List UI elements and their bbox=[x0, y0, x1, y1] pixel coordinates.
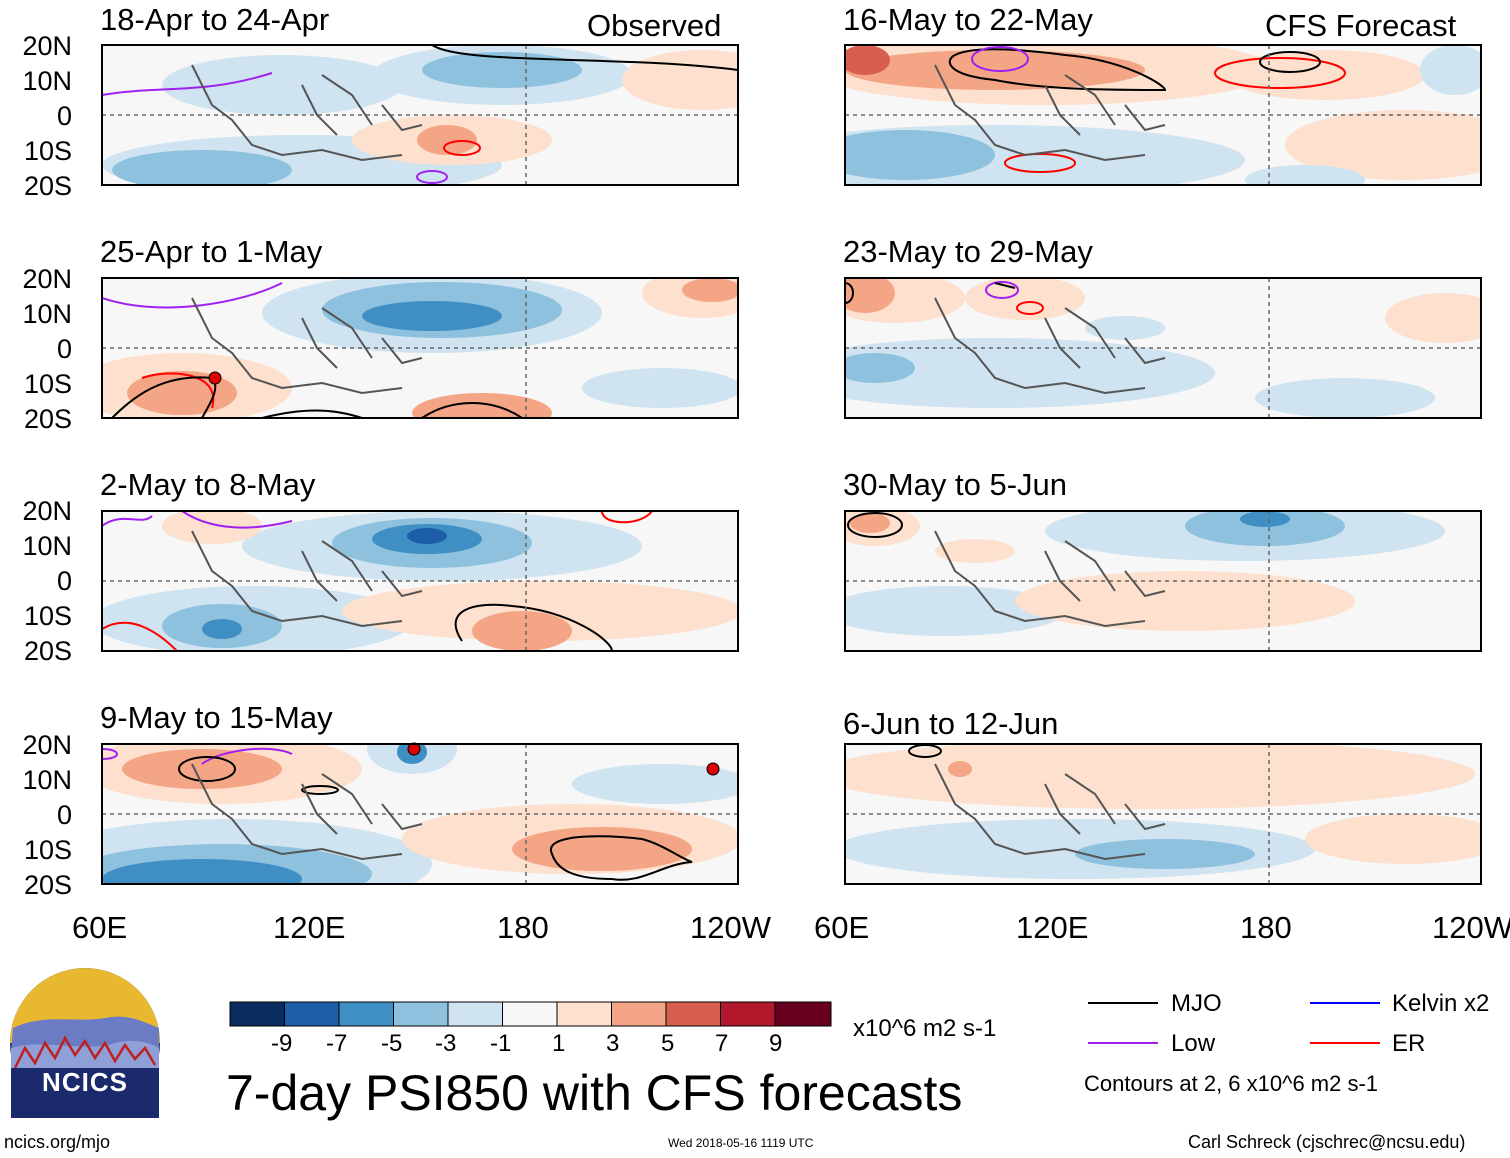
colorbar-swatch bbox=[774, 1001, 832, 1027]
panel-title-6: 23-May to 29-May bbox=[843, 234, 1093, 269]
lon-label: 120W bbox=[1432, 910, 1510, 945]
lon-label: 180 bbox=[1240, 910, 1292, 945]
cfs-forecast-label: CFS Forecast bbox=[1265, 8, 1457, 43]
lat-label: 10N bbox=[22, 299, 72, 329]
lon-label: 180 bbox=[497, 910, 549, 945]
contour-note: Contours at 2, 6 x10^6 m2 s-1 bbox=[1084, 1071, 1379, 1096]
lat-label: 10N bbox=[22, 66, 72, 96]
colorbar-tick: -9 bbox=[271, 1030, 293, 1057]
colorbar-swatch bbox=[502, 1001, 558, 1027]
lat-label: 0 bbox=[56, 800, 72, 830]
lat-label: 20N bbox=[22, 730, 72, 760]
colorbar-units: x10^6 m2 s-1 bbox=[853, 1015, 997, 1042]
map-panel-2 bbox=[101, 277, 739, 419]
lat-label: 20N bbox=[22, 496, 72, 526]
lon-label: 120E bbox=[1016, 910, 1089, 945]
map-panel-3 bbox=[101, 510, 739, 652]
panel-title-5: 16-May to 22-May bbox=[843, 2, 1093, 37]
footer-credit: Carl Schreck (cjschrec@ncsu.edu) bbox=[1188, 1132, 1466, 1152]
lat-label: 10N bbox=[22, 531, 72, 561]
colorbar-swatch bbox=[556, 1001, 612, 1027]
colorbar-tick: 5 bbox=[661, 1030, 675, 1057]
legend-label-kelvin: Kelvin x2 bbox=[1392, 990, 1490, 1017]
panel-title-8: 6-Jun to 12-Jun bbox=[843, 706, 1059, 741]
lat-label: 0 bbox=[56, 101, 72, 131]
legend-label-low: Low bbox=[1171, 1030, 1216, 1057]
main-title: 7-day PSI850 with CFS forecasts bbox=[226, 1065, 963, 1121]
panel-title-7: 30-May to 5-Jun bbox=[843, 467, 1067, 502]
lon-label: 120E bbox=[273, 910, 346, 945]
colorbar-tick: -7 bbox=[326, 1030, 348, 1057]
legend-label-er: ER bbox=[1392, 1030, 1426, 1057]
colorbar-tick: 3 bbox=[606, 1030, 620, 1057]
colorbar-tick: 7 bbox=[715, 1030, 729, 1057]
colorbar-swatch bbox=[720, 1001, 776, 1027]
panel-title-4: 9-May to 15-May bbox=[100, 700, 333, 735]
colorbar-tick: -3 bbox=[435, 1030, 457, 1057]
map-panel-4 bbox=[101, 742, 739, 885]
lat-label: 20S bbox=[23, 171, 72, 201]
lat-label: 10N bbox=[22, 765, 72, 795]
cyclone-icon bbox=[208, 371, 222, 385]
lon-label: 60E bbox=[72, 910, 128, 945]
lat-label: 0 bbox=[56, 334, 72, 364]
lat-label: 10S bbox=[23, 136, 72, 166]
lat-label: 20S bbox=[23, 636, 72, 666]
logo-text: NCICS bbox=[42, 1067, 128, 1097]
map-panel-7 bbox=[844, 510, 1482, 652]
map-panel-6 bbox=[844, 277, 1482, 419]
colorbar-swatch bbox=[338, 1001, 394, 1027]
colorbar bbox=[229, 1001, 832, 1027]
lon-label: 120W bbox=[690, 910, 771, 945]
map-panel-8 bbox=[844, 743, 1482, 885]
colorbar-swatch bbox=[284, 1001, 340, 1027]
lat-label: 10S bbox=[23, 369, 72, 399]
panel-title-1: 18-Apr to 24-Apr bbox=[100, 2, 330, 37]
cyclone-icon bbox=[706, 762, 720, 776]
lat-label: 0 bbox=[56, 566, 72, 596]
colorbar-tick: 1 bbox=[552, 1030, 566, 1057]
map-panel-5 bbox=[844, 44, 1482, 186]
lat-label: 20N bbox=[22, 31, 72, 61]
observed-label: Observed bbox=[587, 8, 722, 43]
colorbar-swatch bbox=[393, 1001, 449, 1027]
colorbar-tick: 9 bbox=[769, 1030, 783, 1057]
ncics-logo bbox=[10, 968, 160, 1118]
lon-label: 60E bbox=[814, 910, 870, 945]
lat-label: 20S bbox=[23, 870, 72, 900]
colorbar-swatch bbox=[611, 1001, 667, 1027]
footer-timestamp: Wed 2018-05-16 1119 UTC bbox=[668, 1136, 814, 1150]
panel-title-2: 25-Apr to 1-May bbox=[100, 234, 323, 269]
colorbar-tick: -5 bbox=[381, 1030, 403, 1057]
footer-url[interactable]: ncics.org/mjo bbox=[4, 1132, 111, 1152]
colorbar-swatch bbox=[229, 1001, 285, 1027]
lat-label: 20S bbox=[23, 404, 72, 434]
lat-label: 10S bbox=[23, 835, 72, 865]
lat-label: 20N bbox=[22, 264, 72, 294]
map-panel-1 bbox=[101, 44, 739, 186]
colorbar-tick: -1 bbox=[490, 1030, 512, 1057]
legend-label-mjo: MJO bbox=[1171, 990, 1222, 1017]
colorbar-swatch bbox=[447, 1001, 503, 1027]
panel-title-3: 2-May to 8-May bbox=[100, 467, 316, 502]
lat-label: 10S bbox=[23, 601, 72, 631]
colorbar-swatch bbox=[665, 1001, 721, 1027]
